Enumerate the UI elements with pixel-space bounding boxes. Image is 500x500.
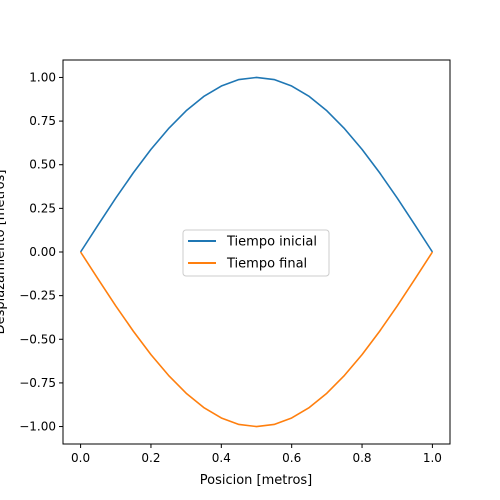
y-tick-label: −0.75 [19,376,56,390]
y-tick-label: 1.00 [29,70,56,84]
x-axis-label: Posicion [metros] [200,473,313,488]
x-tick-label: 0.6 [282,451,301,465]
x-tick-label: 0.0 [71,451,90,465]
series-layer [79,76,434,428]
legend-label-tiempo-final: Tiempo final [226,257,307,272]
x-tick-label: 0.2 [141,451,160,465]
x-tick-label: 1.0 [423,451,442,465]
legend: Tiempo inicial Tiempo final [182,229,330,277]
y-tick-label: −0.25 [19,289,56,303]
x-tick-label: 0.4 [212,451,231,465]
y-axis: 1.00 0.75 0.50 0.25 0.00 −0.25 −0.50 −0.75 −1.00 [19,70,63,434]
series-line-tiempo-final [79,251,434,428]
x-tick-label: 0.8 [352,451,371,465]
legend-box [182,229,330,277]
y-axis-label: Desplazamiento [metros] [0,170,8,335]
x-axis: 0.0 0.2 0.4 0.6 0.8 1.0 [71,444,442,465]
series-line-tiempo-inicial [79,76,434,253]
y-tick-label: −1.00 [19,420,56,434]
legend-label-tiempo-inicial: Tiempo inicial [226,235,317,250]
y-tick-label: 0.50 [29,158,56,172]
y-tick-label: −0.50 [19,332,56,346]
y-tick-label: 0.25 [29,201,56,215]
y-tick-label: 0.75 [29,114,56,128]
y-tick-label: 0.00 [29,245,56,259]
